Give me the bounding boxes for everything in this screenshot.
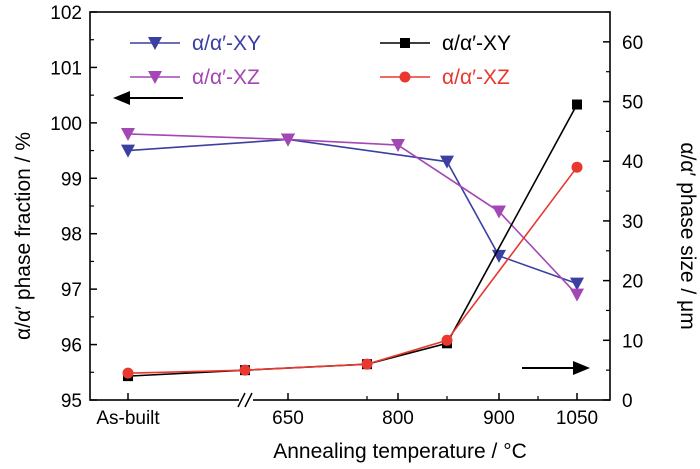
y-right-tick-label: 50 (622, 93, 643, 114)
y-right-tick-label: 40 (622, 152, 643, 173)
x-axis-ticks: As-built 650 800 900 1050 (96, 392, 598, 429)
data-point-triangle (570, 288, 584, 302)
series-line (127, 133, 578, 296)
series (121, 133, 584, 291)
legend-label: α/α′-XY (442, 32, 511, 55)
data-point-triangle (281, 133, 295, 147)
data-point-triangle (440, 155, 454, 169)
series (122, 161, 583, 379)
x-tick-label: 800 (382, 408, 414, 429)
left-axis-ticks: 95 96 97 98 99 100 101 102 (50, 3, 97, 412)
right-axis-ticks: 0 10 20 30 40 50 60 (603, 11, 643, 412)
data-point-square (572, 99, 582, 110)
data-point-circle (239, 364, 251, 376)
x-axis-title: Annealing temperature / °C (273, 440, 527, 463)
data-point-square (400, 38, 410, 48)
x-tick-label: 650 (272, 408, 304, 429)
y-right-tick-label: 20 (622, 272, 643, 293)
data-point-triangle (121, 144, 135, 158)
series-line (127, 166, 578, 374)
series-layer (121, 99, 584, 382)
y-right-tick-label: 60 (622, 33, 643, 54)
y-right-axis-title: α/α′ phase size / μm (676, 142, 699, 329)
y-left-tick-label: 100 (50, 114, 82, 135)
data-point-circle (441, 334, 453, 346)
legend: α/α′-XY α/α′-XZ α/α′-XY α/α′-XZ (130, 32, 511, 89)
legend-label: α/α′-XY (192, 32, 261, 55)
axis-break-mask (239, 392, 253, 408)
y-left-tick-label: 99 (61, 169, 82, 190)
y-left-axis-title: α/α′ phase fraction / % (12, 132, 35, 340)
series (121, 127, 584, 302)
y-left-tick-label: 101 (50, 58, 82, 79)
x-tick-label: As-built (96, 408, 160, 429)
data-point-circle (571, 161, 583, 173)
y-left-tick-label: 97 (61, 280, 82, 301)
y-left-tick-label: 95 (61, 391, 82, 412)
data-point-circle (122, 367, 134, 379)
y-right-tick-label: 0 (622, 391, 633, 412)
legend-label: α/α′-XZ (192, 66, 260, 89)
x-tick-label: 1050 (556, 408, 598, 429)
axis-indicator-arrows (113, 91, 590, 375)
data-point-circle (399, 71, 411, 83)
y-left-tick-label: 98 (61, 225, 82, 246)
y-right-tick-label: 30 (622, 212, 643, 233)
series (123, 99, 582, 382)
data-point-triangle (148, 37, 162, 50)
legend-label: α/α′-XZ (442, 66, 510, 89)
data-point-circle (361, 358, 373, 370)
y-left-tick-label: 96 (61, 336, 82, 357)
axis-break-mark (244, 392, 253, 408)
data-point-triangle (121, 127, 135, 141)
y-right-tick-label: 10 (622, 331, 643, 352)
series-line (127, 138, 578, 285)
data-point-triangle (148, 71, 162, 84)
data-point-triangle (391, 139, 405, 153)
y-left-tick-label: 102 (50, 3, 82, 24)
plot-border (89, 11, 611, 401)
right-axis-arrow-head (573, 361, 590, 375)
data-point-triangle (570, 277, 584, 291)
axis-break-mark (237, 392, 246, 408)
x-tick-label: 900 (483, 408, 515, 429)
left-axis-arrow-head (113, 91, 130, 105)
plot-frame (89, 11, 611, 401)
data-point-triangle (492, 205, 506, 219)
